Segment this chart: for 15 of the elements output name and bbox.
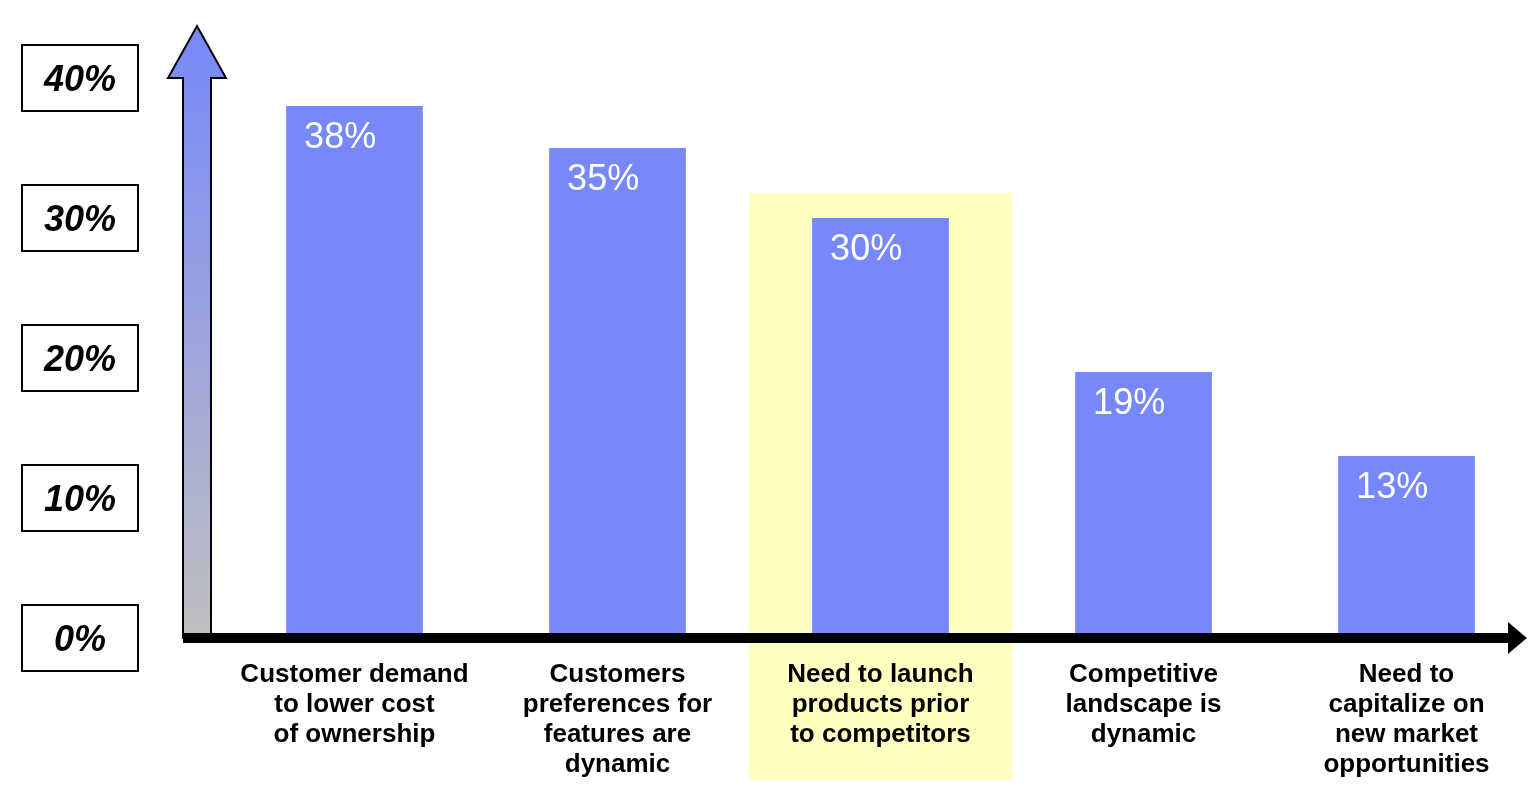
- x-tick-label: Customers preferences for features are dynamic: [522, 658, 713, 778]
- x-tick-label: Competitive landscape is dynamic: [1065, 658, 1222, 748]
- y-tick-label: 30%: [43, 197, 117, 239]
- data-label: 13%: [1356, 465, 1429, 506]
- y-tick-label: 10%: [43, 477, 117, 519]
- y-tick-label: 0%: [53, 617, 107, 659]
- x-tick-label: Customer demand to lower cost of ownership: [240, 658, 469, 748]
- data-label: 19%: [1093, 381, 1166, 422]
- data-label: 35%: [567, 157, 640, 198]
- y-tick-label: 40%: [42, 57, 117, 99]
- x-tick-label: Need to capitalize on new market opportunities: [1323, 658, 1490, 778]
- x-tick-label: Need to launch products prior to competitors: [787, 658, 974, 748]
- y-tick-label: 20%: [42, 337, 117, 379]
- data-label: 30%: [830, 227, 903, 268]
- data-label: 38%: [304, 115, 377, 156]
